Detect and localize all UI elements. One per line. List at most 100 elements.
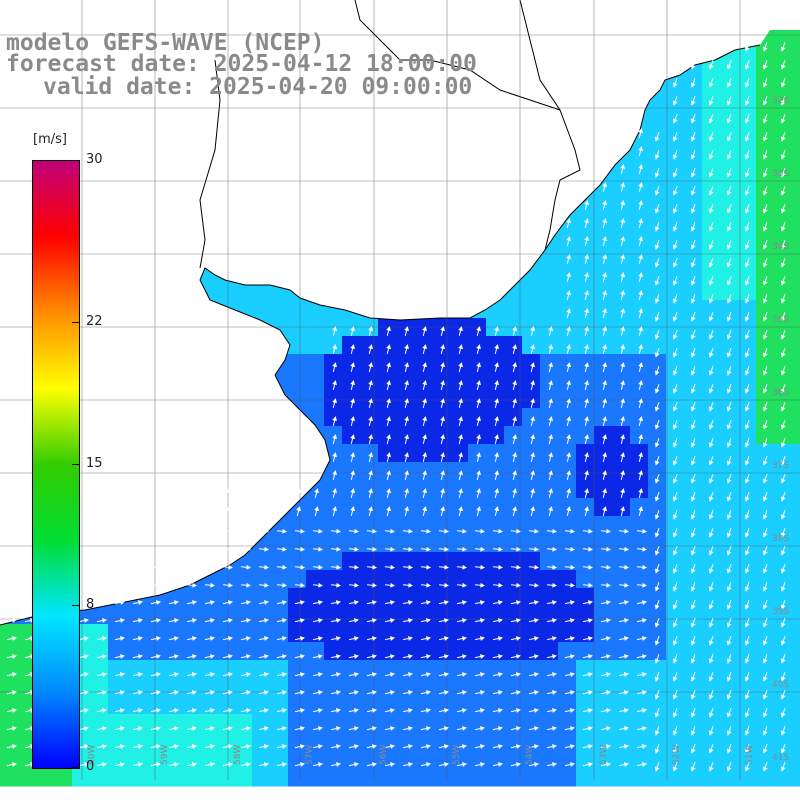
wind-cell — [630, 210, 649, 229]
wind-arrow-head — [654, 280, 660, 286]
wind-arrow-head — [246, 528, 252, 534]
wind-arrow-head — [690, 316, 696, 322]
wind-cell — [738, 660, 757, 679]
wind-cell — [198, 642, 217, 661]
wind-cell — [450, 624, 469, 643]
wind-cell — [288, 660, 307, 679]
wind-arrow-head — [602, 218, 607, 224]
wind-arrow-head — [551, 690, 557, 695]
wind-cell — [648, 282, 667, 301]
wind-cell — [738, 102, 757, 121]
wind-cell — [648, 498, 667, 517]
wind-cell — [792, 390, 800, 409]
wind-cell — [594, 390, 613, 409]
wind-arrow-head — [389, 636, 395, 641]
wind-arrow-head — [458, 398, 463, 404]
wind-arrow-head — [744, 262, 750, 268]
wind-arrow-head — [780, 532, 786, 538]
wind-arrow-head — [780, 46, 786, 52]
wind-cell — [486, 372, 505, 391]
wind-arrow-head — [708, 640, 714, 646]
wind-cell — [612, 462, 631, 481]
wind-arrow-head — [726, 622, 732, 628]
wind-cell — [702, 732, 721, 751]
wind-cell — [738, 534, 757, 553]
wind-arrow-head — [155, 744, 161, 749]
wind-arrow-head — [440, 488, 445, 494]
wind-cell — [342, 606, 361, 625]
wind-arrow-head — [282, 582, 288, 588]
wind-cell — [720, 570, 739, 589]
wind-cell — [612, 480, 631, 499]
wind-cell — [270, 642, 289, 661]
wind-cell — [720, 498, 739, 517]
wind-arrow-head — [138, 564, 144, 570]
wind-arrow-head — [708, 460, 714, 466]
wind-arrow-head — [602, 290, 607, 296]
wind-cell — [792, 660, 800, 679]
wind-arrow-head — [551, 636, 557, 641]
wind-arrow-head — [480, 546, 486, 552]
wind-arrow-head — [672, 676, 678, 682]
wind-cell — [792, 516, 800, 535]
wind-arrow-head — [569, 654, 575, 659]
wind-arrow-head — [390, 546, 396, 552]
wind-cell — [378, 336, 397, 355]
wind-arrow-head — [264, 546, 270, 552]
wind-arrow-head — [263, 636, 269, 641]
lon-label: 59W — [160, 745, 170, 765]
wind-arrow-head — [566, 380, 571, 386]
wind-arrow-head — [206, 506, 211, 512]
wind-arrow-head — [426, 546, 432, 552]
wind-arrow-head — [587, 708, 593, 713]
wind-arrow-head — [371, 636, 377, 641]
wind-cell — [756, 498, 775, 517]
wind-cell — [522, 444, 541, 463]
wind-arrow-head — [672, 424, 678, 430]
wind-cell — [774, 282, 793, 301]
wind-cell — [36, 768, 55, 787]
wind-arrow-head — [744, 352, 750, 358]
wind-cell — [342, 750, 361, 769]
wind-cell — [486, 696, 505, 715]
wind-arrow-head — [350, 434, 355, 440]
wind-arrow-head — [494, 452, 499, 458]
wind-arrow-head — [672, 532, 678, 538]
wind-cell — [504, 336, 523, 355]
wind-cell — [720, 228, 739, 247]
wind-arrow-head — [332, 452, 337, 458]
wind-cell — [252, 282, 271, 301]
wind-arrow-head — [119, 672, 125, 677]
wind-cell — [90, 768, 109, 787]
wind-arrow-head — [672, 694, 678, 700]
wind-cell — [540, 588, 559, 607]
wind-cell — [144, 714, 163, 733]
wind-cell — [576, 300, 595, 319]
wind-arrow-head — [530, 362, 535, 368]
wind-arrow-head — [386, 362, 391, 368]
wind-arrow-head — [708, 586, 714, 592]
wind-cell — [756, 696, 775, 715]
wind-arrow-head — [780, 352, 786, 358]
wind-arrow-head — [690, 388, 696, 394]
wind-arrow-head — [210, 582, 216, 588]
wind-arrow-head — [566, 416, 571, 422]
wind-arrow-head — [690, 46, 696, 52]
wind-cell — [720, 588, 739, 607]
wind-cell — [666, 480, 685, 499]
wind-cell — [432, 354, 451, 373]
wind-cell — [306, 696, 325, 715]
wind-cell — [720, 354, 739, 373]
wind-cell — [396, 444, 415, 463]
wind-arrow-head — [587, 600, 593, 605]
wind-cell — [792, 246, 800, 265]
wind-arrow-head — [762, 388, 768, 394]
wind-cell — [576, 642, 595, 661]
wind-cell — [594, 354, 613, 373]
wind-arrow-head — [654, 658, 660, 664]
wind-cell — [504, 768, 523, 787]
wind-cell — [540, 696, 559, 715]
wind-arrow-head — [762, 334, 768, 340]
wind-arrow-head — [368, 380, 373, 386]
